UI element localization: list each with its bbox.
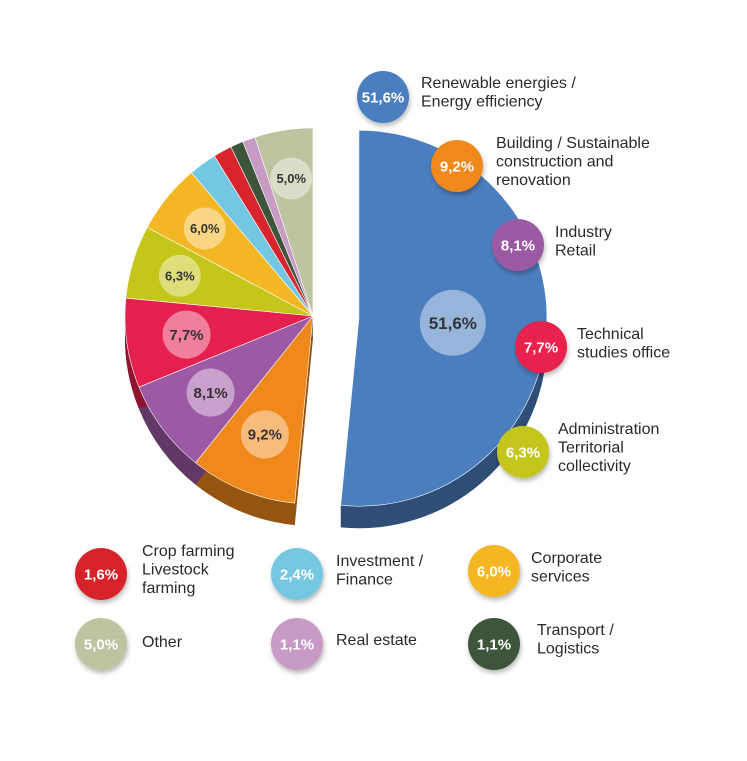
legend-item-building-sustainable-construction-and-renovation: 9,2% Building / Sustainable construction a…	[431, 135, 650, 192]
legend-item-technical-studies-office: 7,7% Technical studies office	[515, 321, 670, 373]
legend-badge	[515, 321, 567, 373]
legend-badge-value: 6,3%	[506, 445, 540, 462]
legend-label: Renewable energies / Energy efficiency	[421, 75, 576, 111]
legend-badge-value: 2,4%	[280, 567, 314, 584]
pie-inner-labels: 51,6% 9,2% 8,1% 7,7% 6,3% 6,0% 5,0%	[158, 157, 486, 459]
legend-label: Real estate	[336, 632, 417, 649]
legend-item-renewable-energies-energy-efficiency: 51,6% Renewable energies / Energy efficien…	[357, 71, 576, 123]
legend-label: Administration Territorial collectivity	[558, 421, 659, 475]
legend-item-real-estate: 1,1% Real estate	[271, 618, 417, 670]
pie-slice-building-sustainable-construction-and-renovation	[195, 315, 314, 504]
pie-inner-label-administration-territorial-collectivity: 6,3%	[165, 268, 195, 283]
legend-badge-value: 1,1%	[280, 637, 314, 654]
legend-label: Transport / Logistics	[537, 622, 614, 658]
legend-item-investment-finance: 2,4% Investment / Finance	[271, 548, 424, 600]
legend-item-transport-logistics: 1,1% Transport / Logistics	[468, 618, 614, 670]
pie-inner-badge-industry-retail	[186, 368, 235, 417]
legend-badge	[497, 426, 549, 478]
pie-inner-label-renewable-energies-energy-efficiency: 51,6%	[429, 314, 477, 333]
legend-badge	[75, 548, 127, 600]
legend-item-administration-territorial-collectivity: 6,3% Administration Territorial collectivit…	[497, 421, 659, 478]
legend-label: Building / Sustainable construction and re…	[496, 135, 650, 189]
legend-badge-value: 6,0%	[477, 564, 511, 581]
legend-badge	[75, 618, 127, 670]
legend-item-industry-retail: 8,1% Industry Retail	[492, 219, 612, 271]
legend-badge	[468, 618, 520, 670]
legend-badge-value: 8,1%	[501, 238, 535, 255]
pie-inner-badge-other	[270, 157, 313, 200]
pie-inner-badge-renewable-energies-energy-efficiency	[419, 289, 486, 356]
legend-item-crop-farming-livestock-farming: 1,6% Crop farming Livestock farming	[75, 543, 234, 600]
legend-badge	[431, 140, 483, 192]
legend: 51,6% Renewable energies / Energy efficien…	[75, 71, 670, 670]
legend-badge-value: 1,6%	[84, 567, 118, 584]
pie-inner-badge-administration-territorial-collectivity	[158, 254, 201, 297]
legend-label: Corporate services	[531, 550, 602, 586]
legend-label: Investment / Finance	[336, 553, 424, 589]
pie-inner-badge-corporate-services	[183, 207, 226, 250]
pie-inner-label-other: 5,0%	[276, 171, 306, 186]
pie-inner-badge-building-sustainable-construction-and-renovation	[240, 410, 289, 459]
pie-inner-label-building-sustainable-construction-and-renovation: 9,2%	[248, 427, 282, 444]
legend-badge-value: 9,2%	[440, 159, 474, 176]
legend-badge	[468, 545, 520, 597]
legend-item-corporate-services: 6,0% Corporate services	[468, 545, 602, 597]
legend-badge-value: 1,1%	[477, 637, 511, 654]
legend-badge	[271, 618, 323, 670]
legend-badge-value: 5,0%	[84, 637, 118, 654]
pie-inner-label-technical-studies-office: 7,7%	[169, 327, 203, 344]
legend-badge-value: 51,6%	[362, 90, 405, 107]
legend-badge	[357, 71, 409, 123]
legend-label: Crop farming Livestock farming	[142, 543, 234, 597]
legend-label: Technical studies office	[577, 326, 670, 362]
legend-label: Industry Retail	[555, 224, 612, 260]
legend-label: Other	[142, 634, 183, 651]
legend-badge	[271, 548, 323, 600]
legend-badge	[492, 219, 544, 271]
pie-inner-badge-technical-studies-office	[162, 310, 211, 359]
legend-item-other: 5,0% Other	[75, 618, 183, 670]
legend-badge-value: 7,7%	[524, 340, 558, 357]
pie-inner-label-industry-retail: 8,1%	[193, 385, 227, 402]
pie-inner-label-corporate-services: 6,0%	[190, 221, 220, 236]
